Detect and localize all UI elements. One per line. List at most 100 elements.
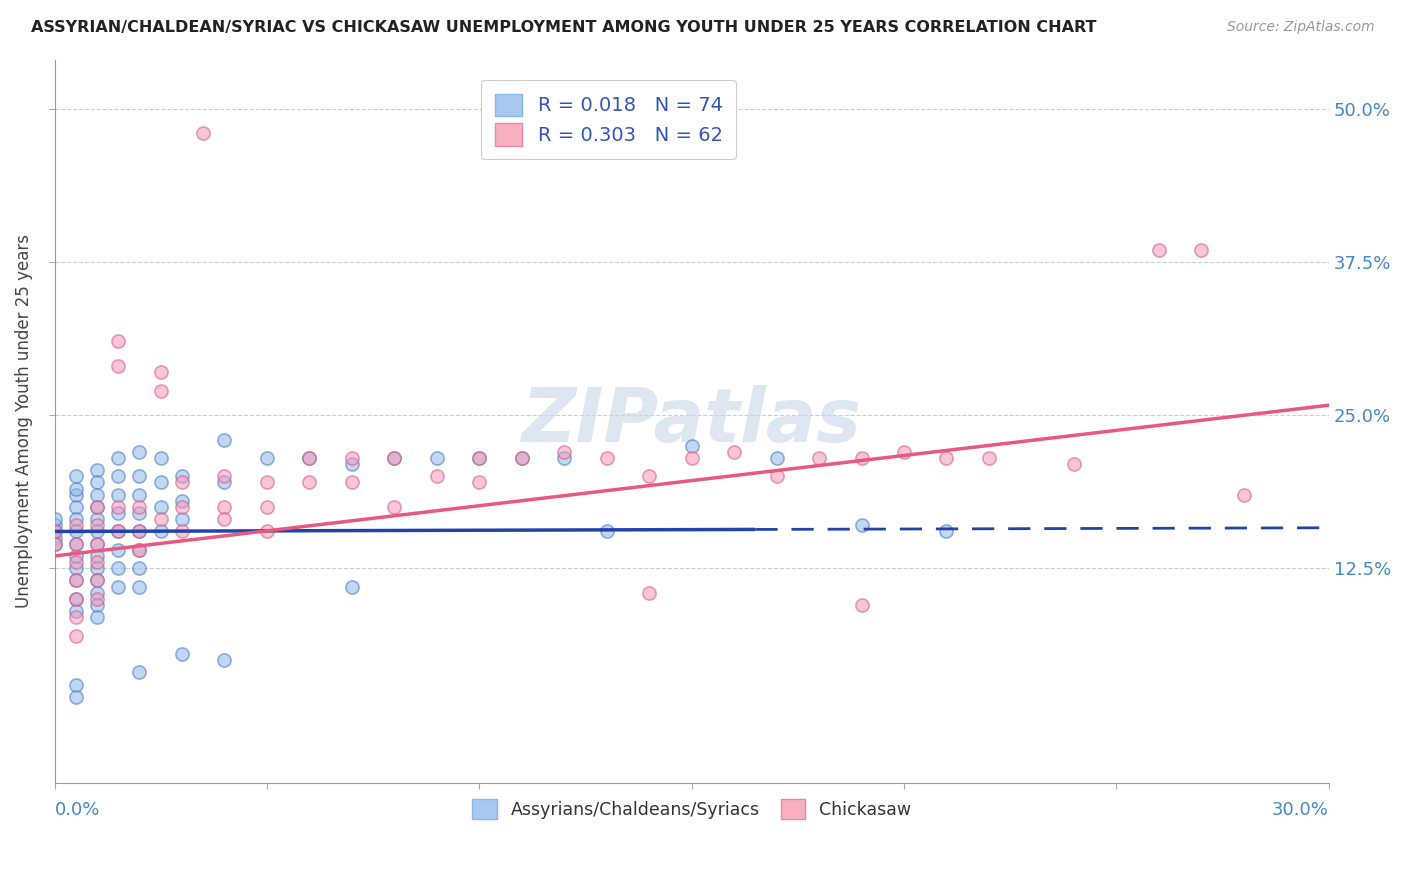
Point [128, 561, 150, 575]
Point [468, 450, 491, 465]
Point [935, 450, 957, 465]
Point [65, 555, 87, 569]
Point [65, 561, 87, 575]
Point [65, 591, 87, 606]
Point [128, 469, 150, 483]
Point [44, 512, 66, 526]
Point [86, 518, 108, 533]
Point [44, 537, 66, 551]
Point [65, 574, 87, 588]
Point [298, 450, 321, 465]
Point [170, 475, 193, 490]
Point [851, 450, 873, 465]
Point [149, 450, 172, 465]
Point [86, 591, 108, 606]
Text: ZIPatlas: ZIPatlas [522, 384, 862, 458]
Point [638, 469, 661, 483]
Point [86, 475, 108, 490]
Point [86, 500, 108, 514]
Point [65, 549, 87, 563]
Point [44, 537, 66, 551]
Point [86, 549, 108, 563]
Point [128, 524, 150, 539]
Point [65, 488, 87, 502]
Point [765, 450, 787, 465]
Point [977, 450, 1000, 465]
Point [256, 450, 278, 465]
Point [596, 524, 619, 539]
Point [65, 537, 87, 551]
Point [86, 537, 108, 551]
Point [107, 561, 129, 575]
Point [170, 524, 193, 539]
Point [65, 524, 87, 539]
Point [149, 475, 172, 490]
Point [256, 500, 278, 514]
Point [214, 475, 236, 490]
Text: ASSYRIAN/CHALDEAN/SYRIAC VS CHICKASAW UNEMPLOYMENT AMONG YOUTH UNDER 25 YEARS CO: ASSYRIAN/CHALDEAN/SYRIAC VS CHICKASAW UN… [31, 20, 1097, 35]
Point [468, 450, 491, 465]
Point [86, 555, 108, 569]
Point [426, 469, 449, 483]
Point [107, 450, 129, 465]
Point [107, 524, 129, 539]
Point [128, 580, 150, 594]
Point [510, 450, 533, 465]
Point [86, 537, 108, 551]
Point [298, 450, 321, 465]
Point [65, 690, 87, 704]
Point [128, 524, 150, 539]
Point [128, 542, 150, 557]
Point [298, 475, 321, 490]
Point [107, 580, 129, 594]
Point [808, 450, 831, 465]
Point [214, 500, 236, 514]
Point [86, 574, 108, 588]
Point [44, 524, 66, 539]
Point [935, 524, 957, 539]
Point [128, 500, 150, 514]
Point [340, 580, 363, 594]
Point [214, 469, 236, 483]
Point [65, 678, 87, 692]
Point [86, 500, 108, 514]
Point [65, 518, 87, 533]
Point [65, 604, 87, 618]
Point [65, 610, 87, 624]
Point [149, 365, 172, 379]
Point [851, 598, 873, 612]
Point [44, 518, 66, 533]
Point [638, 586, 661, 600]
Point [128, 488, 150, 502]
Point [65, 537, 87, 551]
Point [86, 586, 108, 600]
Point [107, 500, 129, 514]
Point [65, 512, 87, 526]
Point [893, 444, 915, 458]
Text: 0.0%: 0.0% [55, 801, 100, 819]
Point [170, 493, 193, 508]
Point [65, 591, 87, 606]
Legend: Assyrians/Chaldeans/Syriacs, Chickasaw: Assyrians/Chaldeans/Syriacs, Chickasaw [465, 792, 918, 826]
Point [340, 450, 363, 465]
Point [65, 629, 87, 643]
Point [128, 444, 150, 458]
Point [86, 524, 108, 539]
Point [86, 561, 108, 575]
Point [382, 450, 405, 465]
Point [86, 512, 108, 526]
Point [128, 665, 150, 680]
Point [426, 450, 449, 465]
Point [170, 512, 193, 526]
Point [170, 647, 193, 661]
Point [128, 542, 150, 557]
Point [1233, 488, 1256, 502]
Point [340, 457, 363, 471]
Point [149, 512, 172, 526]
Point [65, 482, 87, 496]
Point [44, 524, 66, 539]
Point [382, 450, 405, 465]
Point [149, 500, 172, 514]
Point [149, 524, 172, 539]
Point [107, 334, 129, 349]
